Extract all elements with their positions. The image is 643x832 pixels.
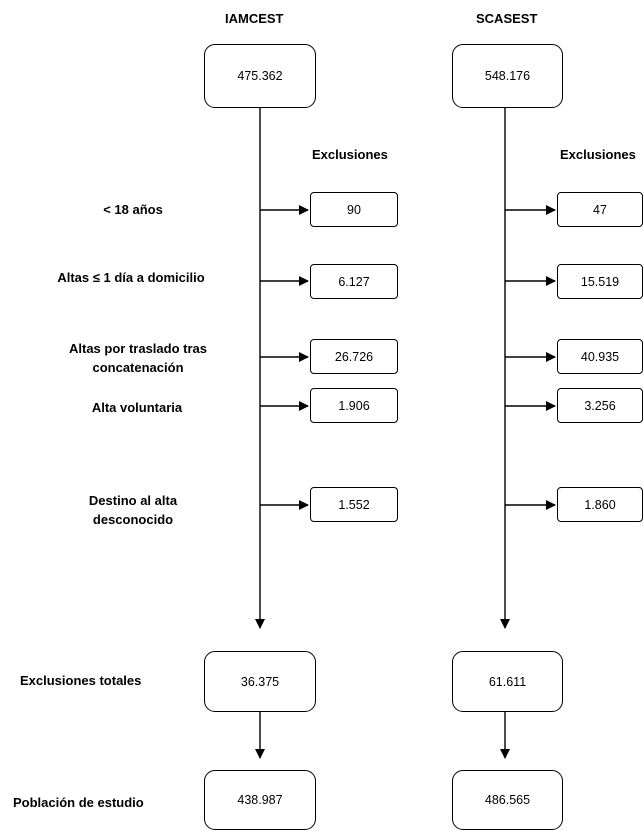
criterion-label: Altas ≤ 1 día a domicilio <box>57 270 205 285</box>
totals-label: Exclusiones totales <box>20 673 142 688</box>
criterion-label: < 18 años <box>103 202 163 217</box>
scasest-study-box: 486.565 <box>452 770 563 830</box>
iamcest-total-box: 36.375 <box>204 651 316 712</box>
scasest-exclusion-box: 15.519 <box>557 264 643 299</box>
study-label: Población de estudio <box>13 795 144 810</box>
iamcest-exclusion-box: 1.552 <box>310 487 398 522</box>
iamcest-exclusion-box: 1.906 <box>310 388 398 423</box>
criterion-label: Altas por traslado tras concatenación <box>69 341 207 375</box>
iamcest-exclusion-box: 26.726 <box>310 339 398 374</box>
scasest-total-box: 61.611 <box>452 651 563 712</box>
scasest-exclusion-box: 3.256 <box>557 388 643 423</box>
scasest-title: SCASEST <box>476 11 538 26</box>
scasest-exclusions-header: Exclusiones <box>560 147 636 162</box>
scasest-exclusion-box: 1.860 <box>557 487 643 522</box>
scasest-initial-box: 548.176 <box>452 44 563 108</box>
criterion-label: Destino al alta desconocido <box>88 493 178 527</box>
scasest-exclusion-box: 40.935 <box>557 339 643 374</box>
iamcest-exclusion-box: 6.127 <box>310 264 398 299</box>
iamcest-title: IAMCEST <box>225 11 284 26</box>
iamcest-initial-box: 475.362 <box>204 44 316 108</box>
iamcest-study-box: 438.987 <box>204 770 316 830</box>
iamcest-exclusions-header: Exclusiones <box>312 147 388 162</box>
criterion-label: Alta voluntaria <box>91 400 183 415</box>
iamcest-exclusion-box: 90 <box>310 192 398 227</box>
scasest-exclusion-box: 47 <box>557 192 643 227</box>
